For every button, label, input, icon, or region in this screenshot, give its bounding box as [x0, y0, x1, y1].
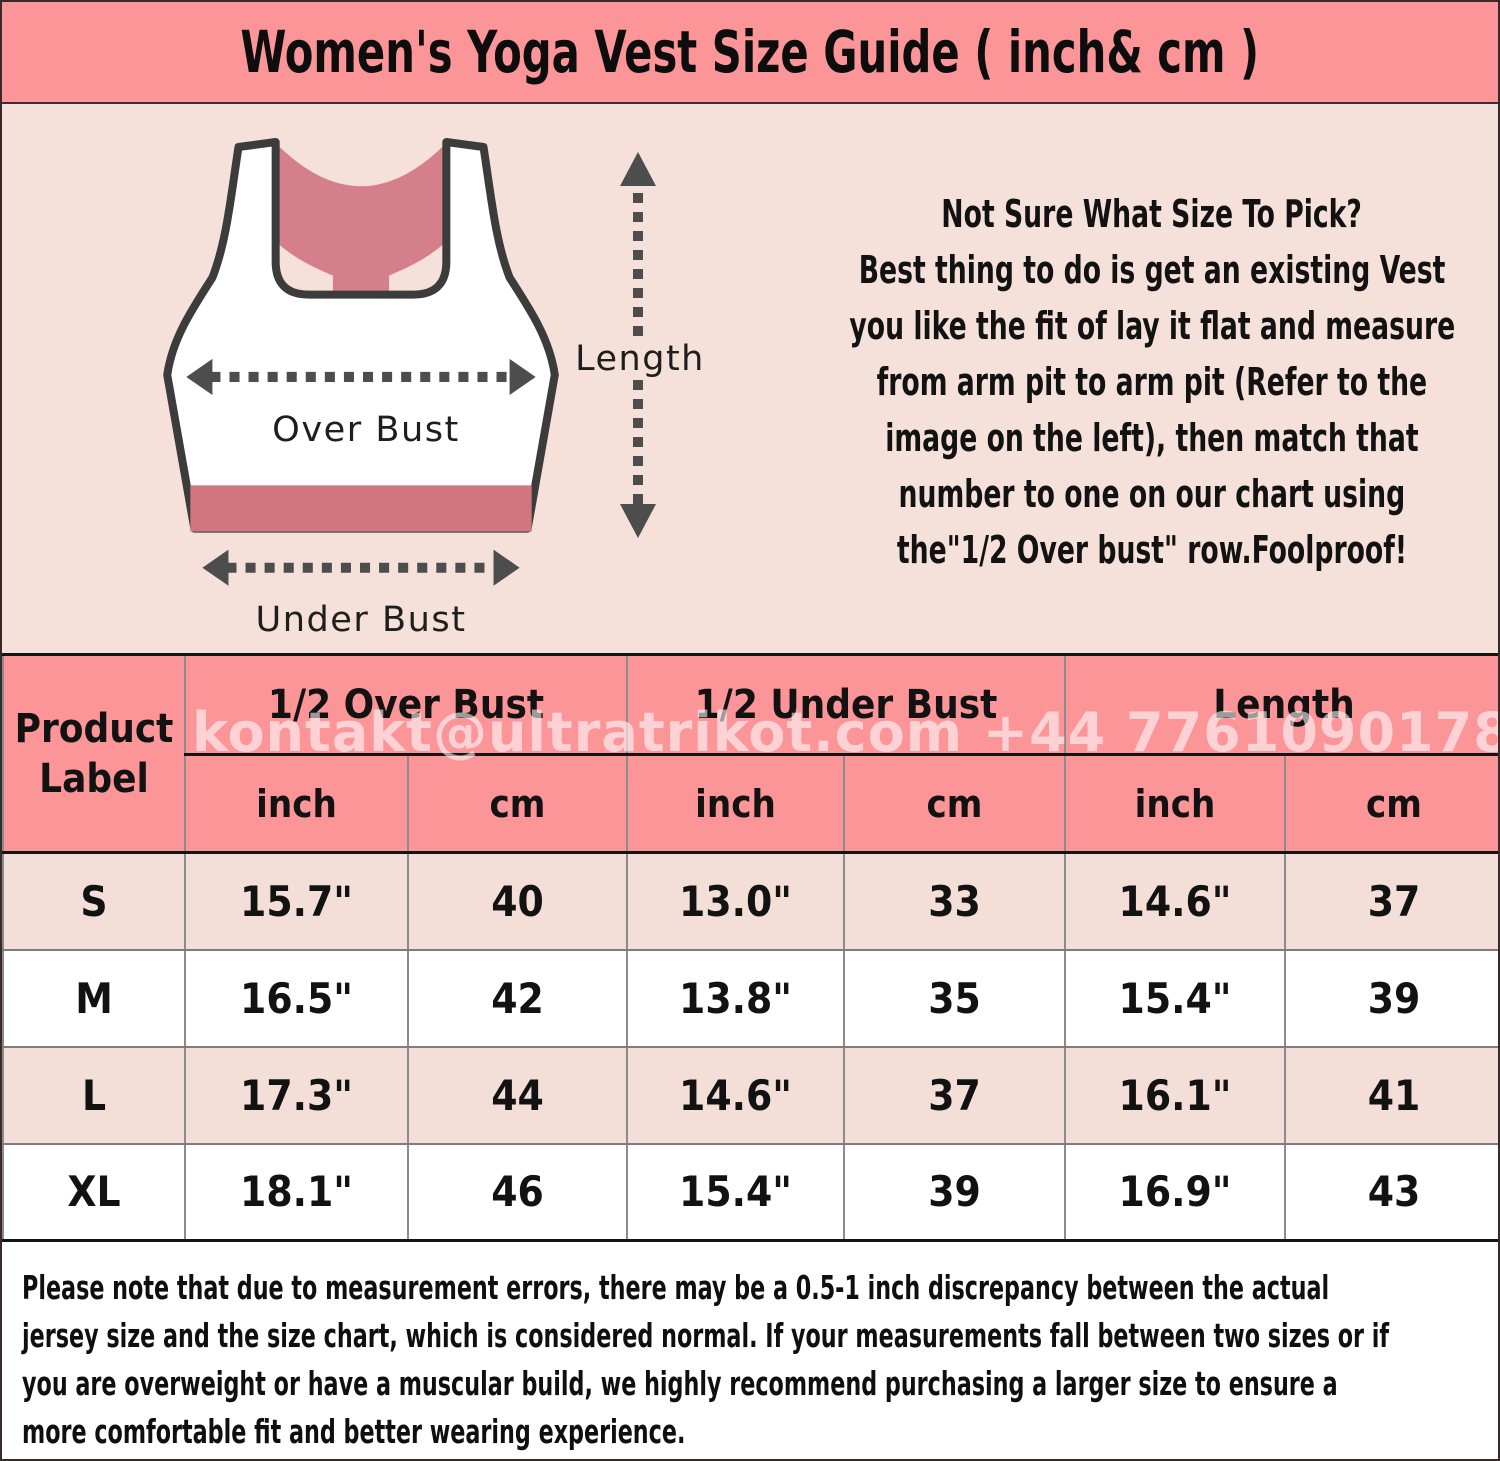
measurement-note: Please note that due to measurement erro… [2, 1242, 1498, 1459]
sizing-help-text: Not Sure What Size To Pick? Best thing t… [802, 104, 1498, 653]
racerback-panel [275, 143, 447, 295]
cell: 35 [843, 949, 1066, 1048]
help-line: the"1/2 Over bust" row.Foolproof! [896, 527, 1408, 572]
vest-front-outline [163, 138, 559, 533]
cell: 37 [843, 1046, 1066, 1145]
cell: 18.1" [184, 1143, 409, 1242]
cell: 14.6" [626, 1046, 845, 1145]
cell: 42 [407, 949, 628, 1048]
table-row-s: S 15.7" 40 13.0" 33 14.6" 37 [2, 852, 1498, 951]
help-line: image on the left), then match that [885, 415, 1419, 460]
help-line: Best thing to do is get an existing Vest [858, 247, 1446, 292]
over-bust-group-header: 1/2 Over Bust [184, 654, 628, 756]
cell: 46 [407, 1143, 628, 1242]
help-line: from arm pit to arm pit (Refer to the [876, 359, 1428, 404]
table-unit-header-row: inch cm inch cm inch cm [3, 754, 1498, 854]
title-bar: Women's Yoga Vest Size Guide ( inch& cm … [2, 2, 1498, 104]
cell: 15.4" [626, 1143, 845, 1242]
table-row-l: L 17.3" 44 14.6" 37 16.1" 41 [2, 1046, 1498, 1145]
help-line: you like the fit of lay it flat and meas… [849, 303, 1455, 348]
size-table: Product Label 1/2 Over Bust 1/2 Under Bu… [2, 653, 1498, 1242]
size-table-section: kontakt@ultratrikot.com +44 7761090178 P… [2, 653, 1498, 1242]
unit-header: inch [626, 754, 845, 854]
cell: 33 [843, 852, 1066, 951]
unit-header: cm [843, 754, 1066, 854]
under-bust-arrow-icon [202, 549, 520, 586]
under-bust-group-header: 1/2 Under Bust [626, 654, 1066, 756]
page-title: Women's Yoga Vest Size Guide ( inch& cm … [240, 18, 1260, 86]
unit-header: cm [1284, 754, 1498, 854]
help-line: Not Sure What Size To Pick? [941, 191, 1363, 236]
cell: 16.9" [1064, 1143, 1286, 1242]
cell: 43 [1284, 1143, 1498, 1242]
length-group-header: Length [1064, 654, 1498, 756]
size-label: L [2, 1046, 186, 1145]
cell: 14.6" [1064, 852, 1286, 951]
under-bust-label: Under Bust [256, 599, 467, 639]
cell: 16.1" [1064, 1046, 1286, 1145]
cell: 17.3" [184, 1046, 409, 1145]
underbust-band [190, 485, 532, 532]
unit-header: inch [1064, 754, 1286, 854]
product-label-header: Product Label [2, 654, 186, 854]
cell: 39 [1284, 949, 1498, 1048]
over-bust-arrow-icon [186, 358, 536, 396]
cell: 44 [407, 1046, 628, 1145]
note-line: Please note that due to measurement erro… [22, 1268, 1330, 1307]
yoga-vest-illustration: Over Bust Under Bust [163, 138, 559, 639]
length-label: Length [575, 339, 705, 379]
cell: 15.7" [184, 852, 409, 951]
unit-header: inch [184, 754, 409, 854]
table-group-header-row: Product Label 1/2 Over Bust 1/2 Under Bu… [2, 654, 1498, 854]
cell: 40 [407, 852, 628, 951]
unit-header: cm [407, 754, 628, 854]
note-line: you are overweight or have a muscular bu… [22, 1364, 1338, 1403]
length-arrow-figure: Length [575, 152, 705, 538]
table-row-m: M 16.5" 42 13.8" 35 15.4" 39 [2, 949, 1498, 1048]
note-line: jersey size and the size chart, which is… [22, 1316, 1390, 1355]
size-label: M [2, 949, 186, 1048]
cell: 41 [1284, 1046, 1498, 1145]
cell: 13.0" [626, 852, 845, 951]
cell: 16.5" [184, 949, 409, 1048]
size-label: S [2, 852, 186, 951]
cell: 39 [843, 1143, 1066, 1242]
cell: 37 [1284, 852, 1498, 951]
length-arrow-icon [620, 152, 656, 538]
help-line: number to one on our chart using [898, 471, 1406, 516]
note-line: more comfortable fit and better wearing … [22, 1412, 686, 1451]
size-label: XL [2, 1143, 186, 1242]
cell: 15.4" [1064, 949, 1286, 1048]
measurement-figure-panel: Over Bust Under Bust Length Not Sure Wha… [2, 104, 1498, 653]
table-row-xl: XL 18.1" 46 15.4" 39 16.9" 43 [2, 1143, 1498, 1242]
over-bust-label: Over Bust [272, 409, 460, 450]
cell: 13.8" [626, 949, 845, 1048]
